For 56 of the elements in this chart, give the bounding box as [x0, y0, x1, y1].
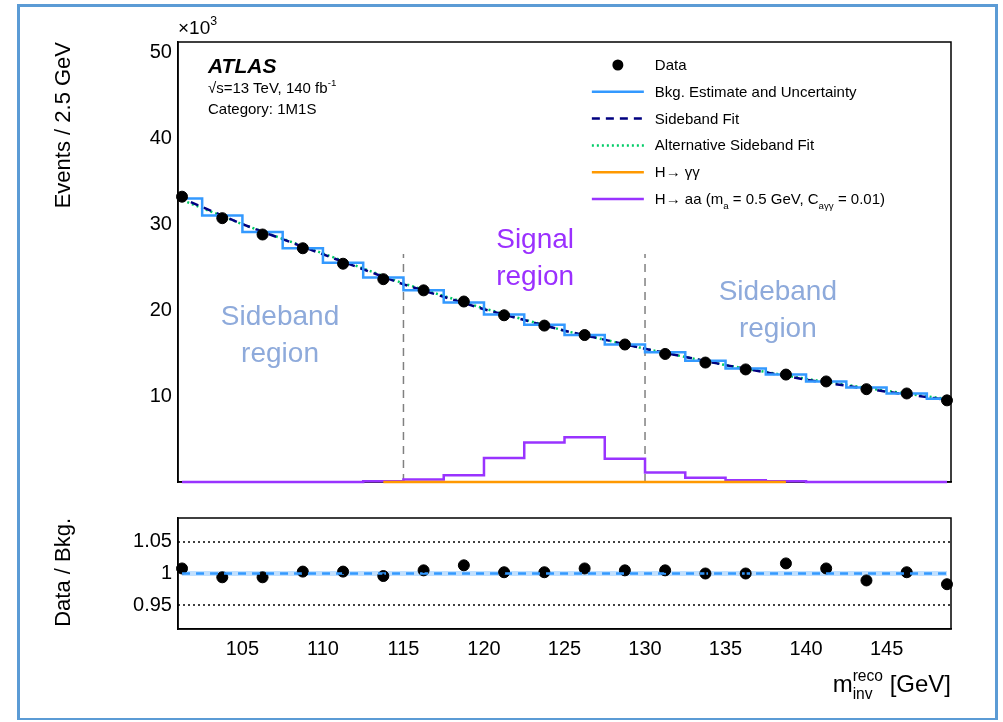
- y-axis-title: Events / 2.5 GeV: [50, 41, 75, 209]
- legend-label: Bkg. Estimate and Uncertainty: [654, 82, 858, 100]
- y-tick-label: 20: [149, 297, 172, 320]
- x-tick-label: 135: [708, 636, 743, 659]
- annotation: Signal region: [496, 222, 575, 291]
- point: [538, 319, 551, 332]
- point: [659, 347, 672, 360]
- y-tick-label: 1.05: [133, 529, 172, 552]
- point: [337, 257, 350, 270]
- x-tick-label: 105: [225, 636, 260, 659]
- point: [498, 309, 511, 322]
- point: [216, 212, 229, 225]
- x-tick-label: 120: [467, 636, 501, 659]
- point: [699, 356, 712, 369]
- y-axis-title: Data / Bkg.: [50, 517, 75, 627]
- x-tick-label: 125: [547, 636, 582, 659]
- point: [940, 394, 953, 407]
- y-tick-label: 50: [149, 39, 172, 62]
- y-tick-label: 40: [149, 125, 172, 148]
- point: [578, 562, 591, 575]
- point: [860, 383, 873, 396]
- y-tick-label: 30: [149, 211, 172, 234]
- point: [256, 228, 269, 241]
- x-tick-label: 110: [306, 636, 339, 659]
- point: [377, 273, 390, 286]
- point: [578, 329, 591, 342]
- annotation: ATLAS: [207, 54, 277, 77]
- point: [820, 375, 833, 388]
- point: [779, 368, 792, 381]
- y-tick-label: 10: [149, 383, 172, 406]
- point: [940, 578, 953, 591]
- point: [296, 242, 309, 255]
- point: [618, 338, 631, 351]
- point: [176, 190, 189, 203]
- legend-label: Sideband Fit: [654, 109, 740, 127]
- x-tick-label: 130: [628, 636, 662, 659]
- annotation: Category: 1M1S: [208, 100, 317, 117]
- legend-label: Data: [654, 56, 688, 73]
- annotation: Sideband region: [220, 300, 340, 369]
- x-tick-label: 140: [789, 636, 823, 659]
- legend-label: Alternative Sideband Fit: [654, 136, 815, 154]
- point: [779, 557, 792, 570]
- point: [739, 363, 752, 376]
- y-tick-label: 0.95: [133, 592, 172, 615]
- point: [860, 574, 873, 587]
- point: [457, 559, 470, 572]
- x-tick-label: 115: [387, 636, 420, 659]
- point: [417, 284, 430, 297]
- x-tick-label: 145: [869, 636, 904, 659]
- point: [256, 571, 269, 584]
- legend-label: H→ γγ: [654, 163, 701, 181]
- point: [176, 562, 189, 575]
- y-tick-label: 1: [160, 561, 172, 584]
- point: [900, 387, 913, 400]
- annotation: Sideband region: [718, 274, 838, 343]
- point: [457, 295, 470, 308]
